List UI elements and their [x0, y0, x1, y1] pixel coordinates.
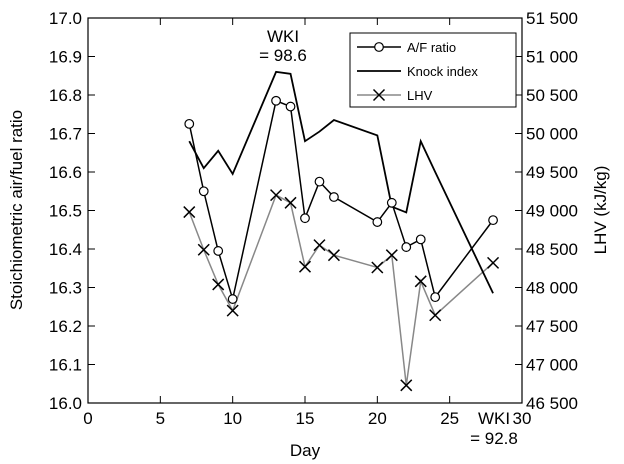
- data-point-lhv: [183, 206, 196, 219]
- annotation-wki-low-line1: WKI: [478, 409, 510, 428]
- legend-item-lhv: LHV: [357, 88, 433, 103]
- series-knock-index: [188, 70, 494, 294]
- data-point-lhv: [284, 196, 297, 209]
- x-tick-label: 10: [223, 409, 242, 428]
- legend-marker-lhv: [372, 88, 386, 102]
- legend-item-knock-index: Knock index: [357, 64, 478, 79]
- annotation-wki-high-line1: WKI: [267, 27, 299, 46]
- right-y-tick-label: 50 500: [526, 86, 578, 105]
- left-y-axis-ticks: 16.0 16.1 16.2 16.3 16.4 16.5 16.6 16.7 16.8 16.9…: [49, 9, 95, 413]
- series-lhv: [183, 189, 500, 392]
- data-point-a-f-ratio: [401, 242, 412, 252]
- right-y-tick-label: 51 500: [526, 9, 578, 28]
- left-y-tick-label: 16.4: [49, 240, 82, 259]
- right-y-tick-label: 49 500: [526, 163, 578, 182]
- data-point-a-f-ratio: [271, 95, 281, 106]
- left-y-tick-label: 16.2: [49, 317, 82, 336]
- x-tick-label: 20: [368, 409, 387, 428]
- data-point-lhv: [197, 243, 210, 256]
- left-y-tick-label: 16.5: [49, 202, 82, 221]
- x-tick-label: 30: [513, 409, 532, 428]
- series-a-f-ratio: [184, 95, 498, 304]
- data-point-a-f-ratio: [300, 213, 310, 224]
- right-y-axis-title: LHV (kJ/kg): [591, 166, 610, 255]
- left-y-tick-label: 16.1: [49, 356, 82, 375]
- data-point-lhv: [226, 304, 239, 317]
- data-point-a-f-ratio: [386, 197, 397, 208]
- data-point-a-f-ratio: [314, 176, 325, 187]
- right-y-tick-label: 47 500: [526, 317, 578, 336]
- left-y-tick-label: 16.6: [49, 163, 82, 182]
- legend-items: A/F ratio Knock index LHV: [357, 40, 478, 103]
- left-y-tick-label: 17.0: [49, 9, 82, 28]
- right-y-tick-label: 48 000: [526, 279, 578, 298]
- series-layer: [183, 70, 500, 392]
- annotation-wki-high: WKI = 98.6: [259, 27, 307, 65]
- data-point-lhv: [298, 260, 312, 273]
- data-point-lhv: [270, 189, 283, 202]
- data-point-a-f-ratio: [329, 192, 339, 202]
- x-axis-ticks: 0 5 10 15 20 25 30: [83, 18, 531, 428]
- legend-item-a-f-ratio: A/F ratio: [357, 40, 456, 55]
- data-point-lhv: [385, 249, 398, 262]
- annotation-wki-high-line2: = 98.6: [259, 46, 307, 65]
- x-axis-title: Day: [290, 441, 321, 460]
- right-y-tick-label: 48 500: [526, 240, 578, 259]
- data-point-lhv: [429, 309, 442, 322]
- data-point-a-f-ratio: [430, 292, 441, 303]
- annotation-wki-low: WKI = 92.8: [470, 409, 518, 448]
- left-y-tick-label: 16.9: [49, 48, 82, 67]
- left-y-tick-label: 16.8: [49, 86, 82, 105]
- right-y-tick-label: 46 500: [526, 394, 578, 413]
- data-point-a-f-ratio: [184, 118, 195, 129]
- x-tick-label: 25: [440, 409, 459, 428]
- right-y-tick-label: 50 000: [526, 125, 578, 144]
- data-point-a-f-ratio: [213, 246, 224, 256]
- left-y-tick-label: 16.0: [49, 394, 82, 413]
- right-y-tick-label: 51 000: [526, 48, 578, 67]
- data-point-lhv: [313, 239, 326, 252]
- x-tick-label: 15: [296, 409, 315, 428]
- data-point-a-f-ratio: [198, 186, 209, 197]
- annotation-wki-low-line2: = 92.8: [470, 429, 518, 448]
- data-point-lhv: [327, 249, 340, 262]
- legend-marker-a-f-ratio: [374, 42, 384, 52]
- legend: A/F ratio Knock index LHV: [349, 32, 517, 108]
- data-point-a-f-ratio: [285, 101, 296, 112]
- legend-label-lhv: LHV: [407, 88, 433, 103]
- series-line-a-f-ratio: [188, 99, 494, 303]
- right-y-axis-ticks: 46 500 47 000 47 500 48 000 48 500 49 000 49 5…: [515, 9, 578, 413]
- left-y-tick-label: 16.7: [49, 125, 82, 144]
- x-tick-label: 0: [83, 409, 92, 428]
- legend-label-a-f-ratio: A/F ratio: [407, 40, 456, 55]
- x-tick-label: 5: [156, 409, 165, 428]
- data-point-lhv: [414, 275, 427, 288]
- left-y-axis-title: Stoichiometric air/fuel ratio: [7, 110, 26, 310]
- left-y-tick-label: 16.3: [49, 279, 82, 298]
- right-y-tick-label: 47 000: [526, 356, 578, 375]
- data-point-lhv: [400, 379, 413, 392]
- data-point-lhv: [371, 261, 384, 274]
- series-line-knock-index: [188, 70, 494, 294]
- data-point-a-f-ratio: [415, 234, 426, 245]
- legend-label-knock-index: Knock index: [407, 64, 478, 79]
- data-point-lhv: [487, 256, 500, 269]
- right-y-tick-label: 49 000: [526, 202, 578, 221]
- data-point-lhv: [212, 278, 225, 291]
- data-point-a-f-ratio: [372, 217, 383, 227]
- data-point-a-f-ratio: [488, 215, 498, 226]
- data-point-a-f-ratio: [227, 294, 238, 304]
